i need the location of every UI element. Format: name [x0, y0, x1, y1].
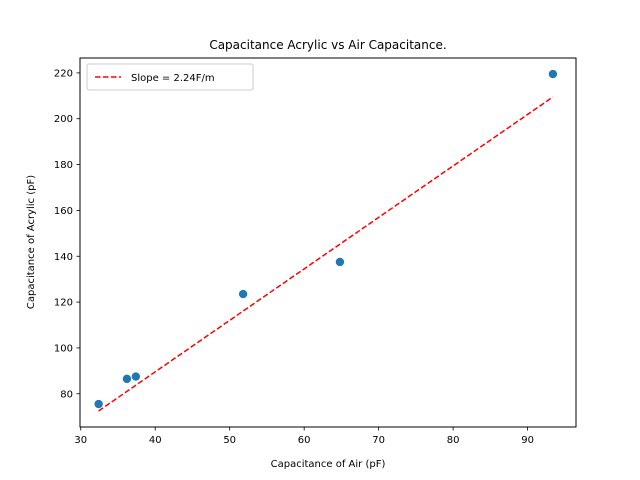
legend-label: Slope = 2.24F/m	[131, 73, 215, 84]
axes-frame	[79, 57, 577, 428]
x-tick-label: 30	[74, 435, 87, 446]
legend: Slope = 2.24F/m	[86, 63, 254, 91]
y-tick-label: 80	[60, 389, 73, 400]
x-tick-label: 50	[223, 435, 236, 446]
x-tick-label: 90	[521, 435, 534, 446]
x-axis-label: Capacitance of Air (pF)	[271, 459, 386, 470]
y-axis: 80 100 120 140 160 180 200 220	[54, 68, 80, 400]
y-tick-label: 160	[54, 206, 73, 217]
x-tick-label: 70	[372, 435, 385, 446]
plot-area	[94, 69, 558, 412]
y-tick-label: 220	[54, 68, 73, 79]
x-axis: 30 40 50 60 70 80 90	[74, 427, 534, 446]
chart-title: Capacitance Acrylic vs Air Capacitance.	[209, 38, 446, 52]
data-point	[131, 372, 141, 381]
y-tick-label: 100	[54, 343, 73, 354]
y-axis-label: Capacitance of Acrylic (pF)	[26, 175, 37, 309]
data-point	[548, 69, 558, 79]
legend-box	[86, 63, 254, 91]
y-tick-label: 200	[54, 114, 73, 125]
fit-line	[98, 96, 554, 412]
data-point	[122, 374, 132, 384]
y-tick-label: 180	[54, 160, 73, 171]
data-point	[238, 289, 248, 299]
x-tick-label: 40	[149, 435, 162, 446]
x-tick-label: 80	[447, 435, 460, 446]
y-tick-label: 140	[54, 252, 73, 263]
y-tick-label: 120	[54, 298, 73, 309]
data-point	[94, 399, 103, 409]
data-point	[335, 257, 345, 267]
x-tick-label: 60	[298, 435, 311, 446]
